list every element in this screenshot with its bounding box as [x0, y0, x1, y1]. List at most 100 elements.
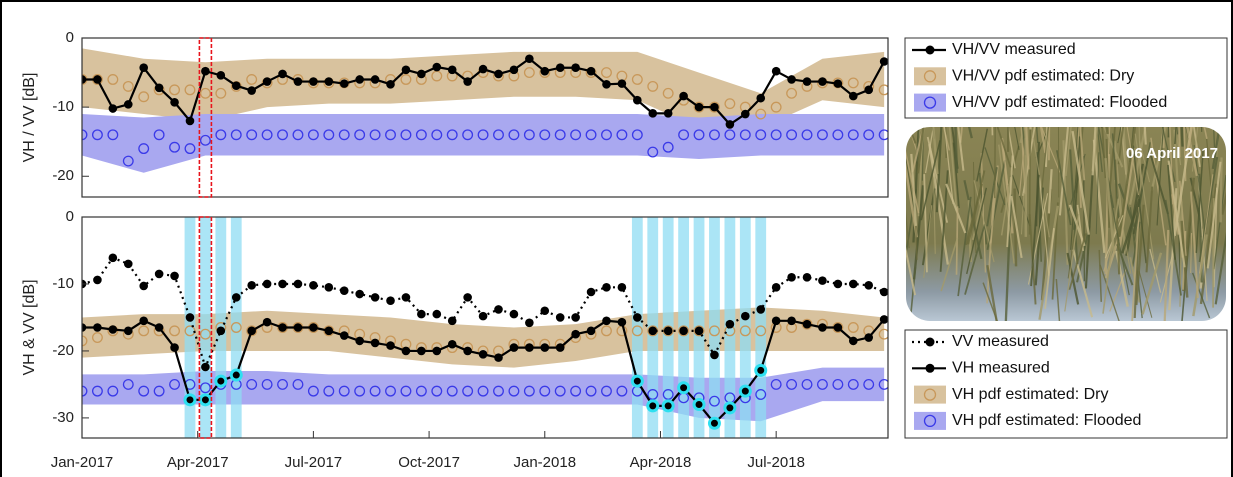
estimate-marker: [647, 389, 659, 400]
photo-texture: [1156, 127, 1166, 226]
measured-marker: [108, 104, 118, 113]
photo-texture: [1167, 164, 1177, 260]
photo-texture: [998, 144, 1015, 264]
photo-texture: [1069, 149, 1079, 265]
measured-marker: [139, 281, 149, 291]
photo-texture: [1038, 205, 1059, 320]
photo-texture: [906, 127, 917, 144]
photo-texture: [1030, 174, 1040, 287]
legend-box: [904, 37, 1228, 119]
estimate-marker: [91, 385, 103, 397]
measured-marker: [370, 75, 380, 84]
photo-texture: [952, 127, 959, 174]
photo-texture: [1219, 157, 1223, 223]
estimate-marker: [709, 325, 720, 337]
estimate-marker: [354, 129, 366, 141]
measured-marker: [694, 326, 704, 336]
measured-marker: [617, 317, 627, 327]
photo-texture: [976, 128, 988, 182]
measured-marker: [339, 331, 349, 340]
photo-texture: [1191, 272, 1211, 319]
measured-marker: [82, 75, 87, 84]
flooded-marker: [198, 393, 212, 407]
estimate-marker: [647, 325, 659, 337]
photo-texture: [973, 180, 995, 263]
measured-marker: [771, 283, 781, 292]
measured-marker: [93, 75, 102, 84]
measured-marker: [231, 293, 241, 302]
measured-marker: [201, 66, 210, 76]
measured-marker: [602, 316, 611, 326]
estimate-marker: [385, 129, 396, 141]
measured-marker: [586, 287, 596, 297]
measured-marker: [586, 326, 596, 336]
measured-marker: [509, 343, 519, 352]
photo-texture: [1149, 154, 1169, 215]
measured-marker: [82, 323, 87, 332]
measured-marker: [848, 279, 858, 289]
y-tick-label: -10: [52, 275, 74, 292]
measured-marker: [247, 326, 256, 336]
photo-texture: [923, 205, 933, 278]
photo-texture: [1071, 130, 1090, 235]
photo-texture: [1186, 127, 1203, 156]
photo-texture: [1125, 163, 1144, 256]
estimate-marker: [199, 382, 211, 394]
estimate-marker: [184, 143, 196, 155]
measured-marker: [417, 69, 426, 79]
measured-marker: [231, 81, 241, 90]
plot: [82, 217, 888, 438]
photo-texture: [1041, 127, 1051, 188]
measured-marker: [710, 102, 719, 112]
measured-marker: [386, 341, 395, 350]
estimate-marker: [662, 87, 674, 99]
flood-stripe: [200, 217, 211, 438]
photo-texture: [1104, 158, 1115, 252]
photo-texture: [1013, 127, 1027, 156]
estimate-marker: [246, 325, 258, 337]
photo-texture: [935, 127, 945, 213]
estimate-marker: [261, 378, 273, 390]
measured-marker: [478, 349, 488, 359]
measured-marker: [417, 346, 426, 356]
estimate-marker: [493, 385, 504, 397]
photo-texture: [1150, 127, 1170, 191]
measured-marker: [293, 77, 303, 86]
estimate-marker: [601, 67, 612, 79]
estimate-marker: [739, 129, 751, 141]
measured-marker: [370, 293, 380, 302]
photo-texture: [959, 127, 968, 143]
estimate-marker: [878, 129, 888, 141]
photo-texture: [1025, 127, 1047, 154]
estimate-marker: [647, 80, 659, 92]
estimate-marker: [523, 129, 535, 141]
photo-texture: [906, 244, 917, 296]
measured-marker: [571, 329, 580, 339]
estimate-marker: [662, 141, 674, 153]
estimate-marker: [169, 378, 181, 390]
legend-label: VH/VV pdf estimated: Flooded: [952, 94, 1167, 111]
legend-swatch: [914, 411, 946, 430]
measured-marker: [879, 315, 888, 324]
flooded-marker: [183, 393, 197, 407]
estimate-marker: [832, 378, 844, 390]
measured-marker: [833, 279, 843, 289]
measured-marker: [864, 333, 874, 342]
measured-marker: [463, 346, 472, 356]
estimate-marker: [786, 378, 798, 390]
photo-texture: [1192, 234, 1208, 317]
confidence-band: [82, 48, 885, 128]
photo-texture: [1113, 140, 1126, 255]
flood-stripe: [709, 217, 720, 438]
estimate-marker: [323, 129, 335, 141]
photo-texture: [1095, 152, 1100, 235]
measured-marker: [710, 350, 719, 360]
photo-texture: [1056, 150, 1072, 226]
estimate-marker: [585, 385, 597, 397]
legend-swatch: [914, 67, 946, 86]
photo-caption: 06 April 2017: [1126, 145, 1218, 162]
photo-texture: [952, 142, 960, 209]
x-tick-label: Apr-2017: [167, 454, 229, 471]
measured-marker: [401, 346, 411, 356]
photo-texture: [1134, 133, 1155, 260]
